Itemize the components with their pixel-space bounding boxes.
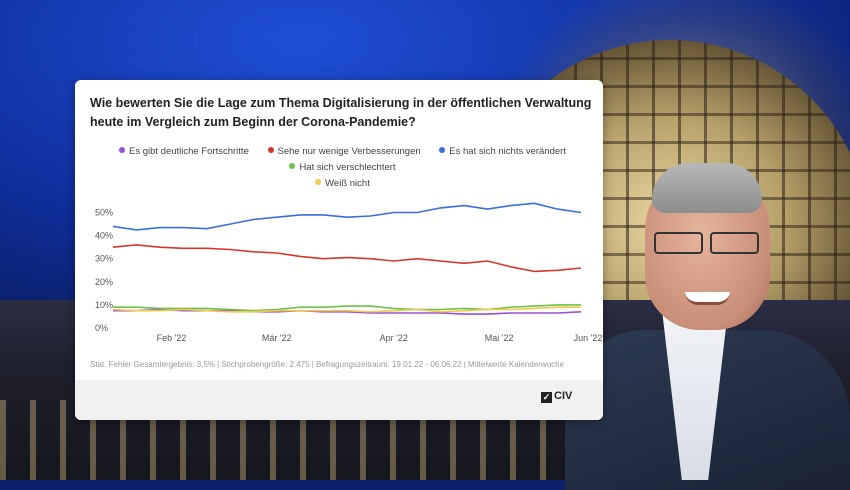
- legend-item-nichts-veraendert[interactable]: Es hat sich nichts verändert: [439, 144, 566, 160]
- legend-label: Hat sich verschlechtert: [299, 162, 396, 173]
- y-tick-label: 50%: [95, 208, 113, 218]
- y-tick-label: 10%: [95, 300, 113, 310]
- line-chart: 0% 10% 20% 30% 40% 50% Feb '22 Mär '22 Apr '22 Ma…: [95, 202, 603, 343]
- y-tick-label: 30%: [95, 254, 113, 264]
- legend-item-weiss-nicht[interactable]: Weiß nicht: [315, 176, 370, 192]
- logo-text: CIV: [554, 390, 573, 402]
- portrait-glasses: [652, 232, 762, 254]
- legend-label: Es hat sich nichts verändert: [449, 146, 566, 157]
- y-tick-label: 40%: [95, 231, 113, 241]
- legend-dot: [289, 163, 296, 170]
- legend-dot: [439, 147, 446, 154]
- x-tick-label: Mär '22: [262, 333, 292, 343]
- legend-item-verbesserungen[interactable]: Sehe nur wenige Verbesserungen: [267, 144, 421, 160]
- x-tick-label: Jun '22: [574, 333, 603, 343]
- x-tick-label: Mai '22: [485, 333, 514, 343]
- legend-item-fortschritte[interactable]: Es gibt deutliche Fortschritte: [119, 144, 249, 160]
- series-line-5[interactable]: [112, 306, 581, 313]
- chart-legend: Es gibt deutliche Fortschritte Sehe nur …: [90, 144, 595, 192]
- legend-label: Weiß nicht: [325, 178, 370, 189]
- series-line-3[interactable]: [112, 202, 582, 231]
- portrait-hair: [652, 163, 762, 213]
- legend-label: Es gibt deutliche Fortschritte: [129, 146, 249, 157]
- chart-card: Wie bewerten Sie die Lage zum Thema Digi…: [75, 80, 603, 420]
- series-line-2[interactable]: [112, 244, 582, 273]
- legend-dot: [119, 147, 125, 154]
- x-tick-label: Feb '22: [157, 333, 187, 343]
- legend-dot: [315, 179, 322, 186]
- y-tick-label: 0%: [95, 323, 108, 333]
- series-line-4[interactable]: [113, 304, 581, 312]
- civey-logo: ✓ CIV: [541, 390, 572, 403]
- civey-logo-icon: ✓: [541, 392, 552, 403]
- card-footer-bar: [75, 380, 603, 420]
- legend-label: Sehe nur wenige Verbesserungen: [277, 146, 421, 157]
- chart-title: Wie bewerten Sie die Lage zum Thema Digi…: [90, 96, 592, 129]
- x-tick-label: Apr '22: [380, 333, 408, 343]
- chart-footnote: Stat. Fehler Gesamtergebnis: 3,5% | Stic…: [90, 360, 565, 369]
- legend-item-verschlechtert[interactable]: Hat sich verschlechtert: [289, 160, 396, 176]
- portrait-smile: [685, 292, 730, 305]
- legend-dot: [267, 147, 274, 154]
- y-tick-label: 20%: [95, 277, 113, 287]
